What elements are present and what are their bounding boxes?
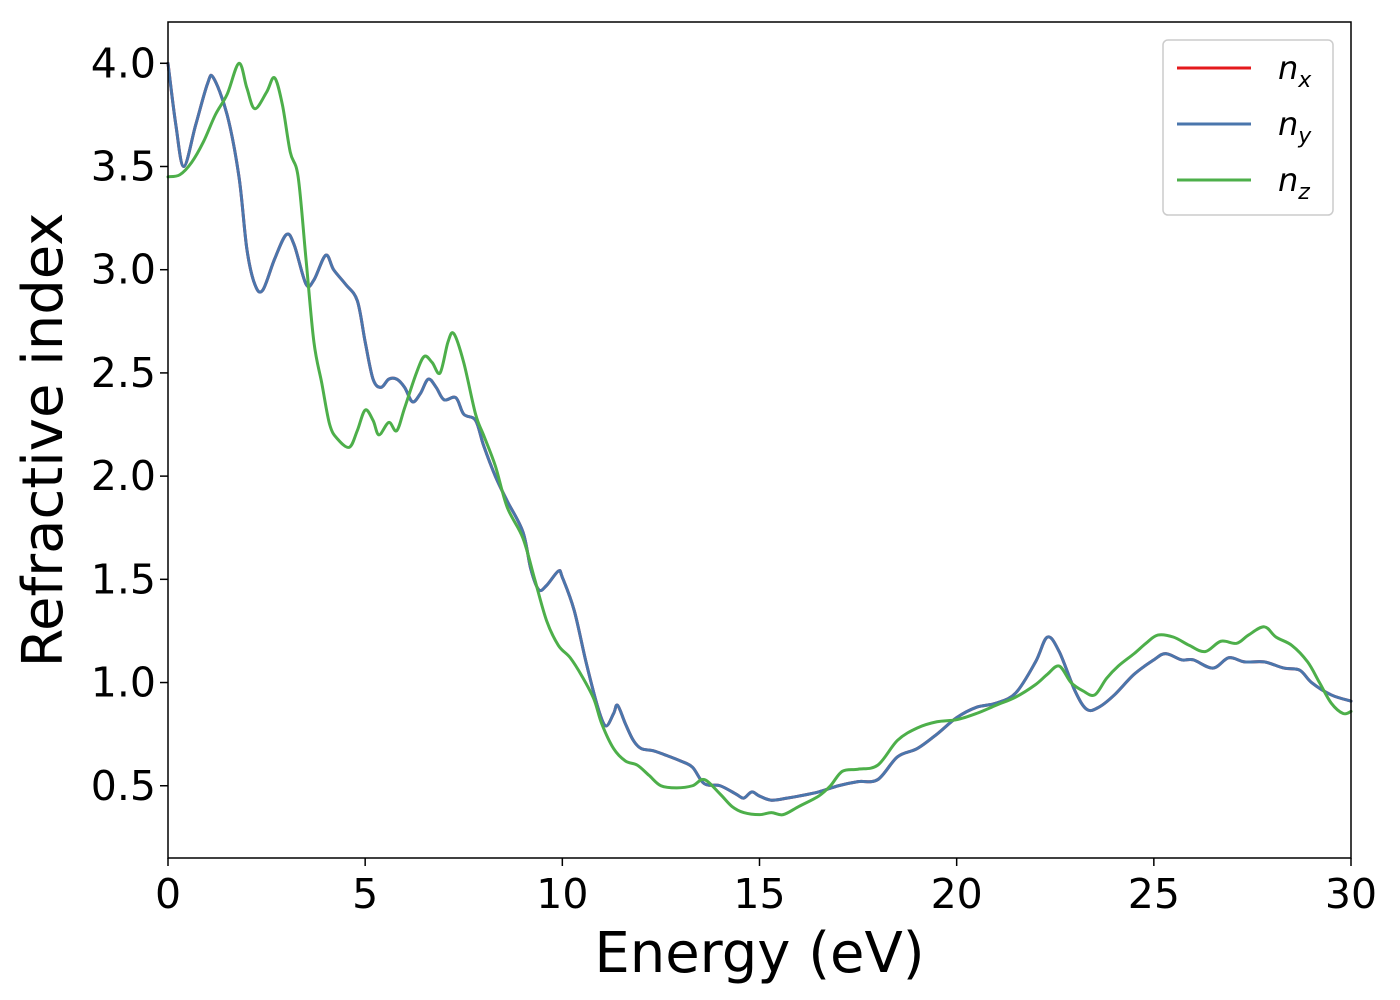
x-tick-label: 0 — [155, 870, 181, 918]
x-tick-label: 15 — [733, 870, 785, 918]
x-tick-label: 20 — [931, 870, 983, 918]
x-axis-title: Energy (eV) — [594, 921, 924, 986]
legend-box — [1162, 39, 1334, 216]
legend-label-ny: ny — [1278, 105, 1312, 149]
y-tick-label: 1.5 — [91, 555, 156, 603]
legend-label-nz: nz — [1278, 161, 1310, 205]
legend: nx ny nz — [1162, 39, 1334, 216]
y-tick-label: 3.0 — [91, 246, 156, 294]
legend-items: nx ny nz — [1177, 49, 1312, 205]
x-tick-label: 30 — [1325, 870, 1377, 918]
x-tick-label: 5 — [352, 870, 378, 918]
y-axis-title: Refractive index — [11, 213, 76, 668]
y-tick-label: 2.5 — [91, 349, 156, 397]
series-line-nz — [166, 61, 1353, 817]
y-tick-label: 0.5 — [91, 762, 156, 810]
y-tick-label: 3.5 — [91, 142, 156, 190]
x-tick-label: 10 — [536, 870, 588, 918]
x-tick-label: 25 — [1128, 870, 1180, 918]
y-tick-label: 4.0 — [91, 39, 156, 87]
series-layer — [166, 61, 1353, 817]
legend-label-nx: nx — [1278, 49, 1312, 93]
y-tick-label: 1.0 — [91, 659, 156, 707]
y-tick-label: 2.0 — [91, 452, 156, 500]
ticks-layer: 0 5 10 15 20 25 30 0.5 1.0 1.5 2.0 2.5 3.0 3.5 4.0 — [91, 39, 1377, 918]
series-line-ny — [166, 61, 1353, 802]
